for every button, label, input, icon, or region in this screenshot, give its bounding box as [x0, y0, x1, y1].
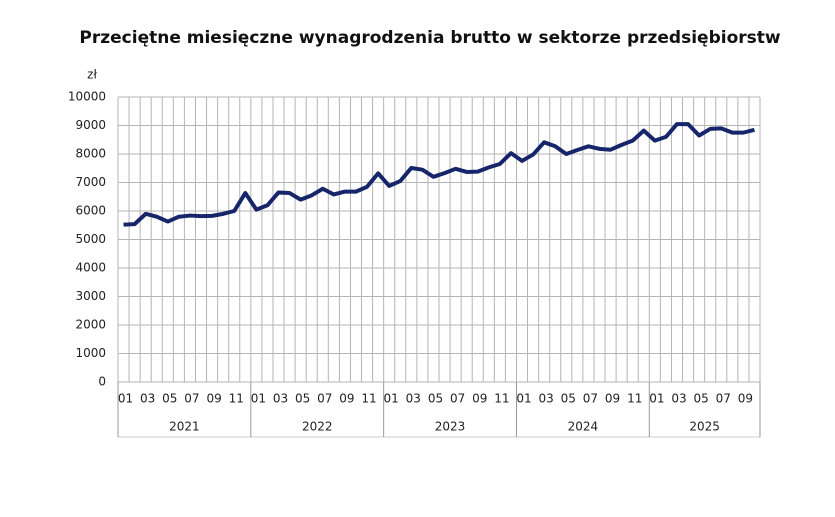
- data-line: [123, 122, 755, 227]
- x-tick-label: 01: [516, 392, 531, 406]
- x-tick-label: 07: [716, 392, 731, 406]
- x-tick-label: 11: [361, 392, 376, 406]
- x-tick-label: 11: [494, 392, 509, 406]
- y-tick-label: 9000: [75, 118, 106, 132]
- y-tick-label: 10000: [68, 90, 106, 104]
- x-tick-label: 03: [539, 392, 554, 406]
- y-unit: zł: [87, 68, 97, 82]
- group-label: 2021: [169, 420, 200, 434]
- y-tick-label: 1000: [75, 346, 106, 360]
- x-tick-label: 03: [273, 392, 288, 406]
- y-tick-label: 6000: [75, 204, 106, 218]
- x-tick-label: 11: [229, 392, 244, 406]
- y-tick-label: 3000: [75, 289, 106, 303]
- x-tick-label: 07: [450, 392, 465, 406]
- x-tick-label: 05: [162, 392, 177, 406]
- y-tick-label: 7000: [75, 175, 106, 189]
- x-tick-label: 05: [428, 392, 443, 406]
- x-tick-label: 07: [184, 392, 199, 406]
- x-tick-label: 01: [251, 392, 266, 406]
- x-tick-label: 01: [384, 392, 399, 406]
- x-tick-label: 09: [738, 392, 753, 406]
- x-tick-label: 09: [206, 392, 221, 406]
- group-label: 2025: [689, 420, 720, 434]
- chart-title: Przeciętne miesięczne wynagrodzenia brut…: [79, 28, 780, 48]
- y-tick-label: 5000: [75, 232, 106, 246]
- group-label: 2024: [568, 420, 599, 434]
- x-tick-label: 01: [649, 392, 664, 406]
- x-tick-label: 09: [605, 392, 620, 406]
- group-label: 2022: [302, 420, 333, 434]
- x-tick-label: 03: [406, 392, 421, 406]
- x-tick-label: 11: [627, 392, 642, 406]
- x-tick-label: 01: [118, 392, 133, 406]
- x-tick-label: 09: [472, 392, 487, 406]
- x-tick-label: 05: [693, 392, 708, 406]
- y-tick-label: 2000: [75, 318, 106, 332]
- x-tick-label: 07: [317, 392, 332, 406]
- group-label: 2023: [435, 420, 466, 434]
- x-tick-label: 03: [140, 392, 155, 406]
- y-tick-label: 4000: [75, 261, 106, 275]
- x-tick-label: 07: [583, 392, 598, 406]
- x-tick-label: 05: [561, 392, 576, 406]
- y-tick-label: 8000: [75, 147, 106, 161]
- x-tick-label: 09: [339, 392, 354, 406]
- x-tick-label: 03: [671, 392, 686, 406]
- y-tick-label: 0: [98, 375, 106, 389]
- x-tick-label: 05: [295, 392, 310, 406]
